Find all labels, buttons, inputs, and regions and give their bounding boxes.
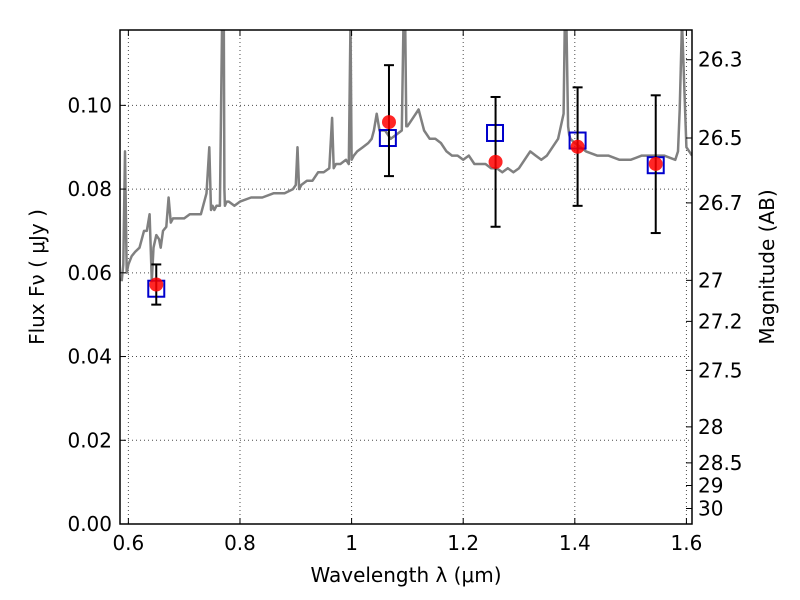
observed-photometry-point <box>488 154 503 169</box>
x-axis-label: Wavelength λ (μm) <box>310 563 501 587</box>
observed-photometry-point <box>570 139 585 154</box>
y-tick-label: 0.04 <box>67 345 112 369</box>
x-tick-label: 0.8 <box>224 531 256 555</box>
y-tick-label: 0.08 <box>67 177 112 201</box>
x-tick-label: 1 <box>345 531 358 555</box>
x-tick-label: 1.2 <box>447 531 479 555</box>
y2-tick-label: 27.5 <box>698 358 743 382</box>
y-tick-label: 0.06 <box>67 261 112 285</box>
observed-photometry-point <box>648 156 663 171</box>
y2-tick-label: 28.5 <box>698 451 743 475</box>
observed-photometry-point <box>149 277 164 292</box>
y2-tick-label: 27.2 <box>698 309 743 333</box>
y-axis-label: Flux Fν ( μJy ) <box>25 209 49 345</box>
y-tick-label: 0.00 <box>67 512 112 536</box>
plot-area <box>120 30 692 306</box>
axis-tick-labels: 0.6 0.8 1 1.2 1.4 1.6 0.00 0.02 0.04 0.06 0.08 0.10… <box>67 48 742 555</box>
y-tick-label: 0.10 <box>67 93 112 117</box>
y2-tick-label: 26.7 <box>698 191 743 215</box>
y2-tick-label: 29 <box>698 473 723 497</box>
y2-tick-label: 27 <box>698 268 723 292</box>
plot-frame <box>119 29 693 525</box>
y2-tick-label: 26.5 <box>698 126 743 150</box>
y2-tick-label: 28 <box>698 415 723 439</box>
x-tick-label: 1.6 <box>671 531 703 555</box>
axis-ticks <box>120 30 692 525</box>
x-tick-label: 1.4 <box>559 531 591 555</box>
y2-tick-label: 26.3 <box>698 48 743 72</box>
model-photometry-square <box>378 129 397 148</box>
x-tick-label: 0.6 <box>112 531 144 555</box>
spectrum-line <box>120 30 692 283</box>
y2-tick-label: 30 <box>698 497 723 521</box>
y2-axis-label: Magnitude (AB) <box>755 189 779 344</box>
observed-photometry-point <box>381 115 396 130</box>
y-tick-label: 0.02 <box>67 428 112 452</box>
